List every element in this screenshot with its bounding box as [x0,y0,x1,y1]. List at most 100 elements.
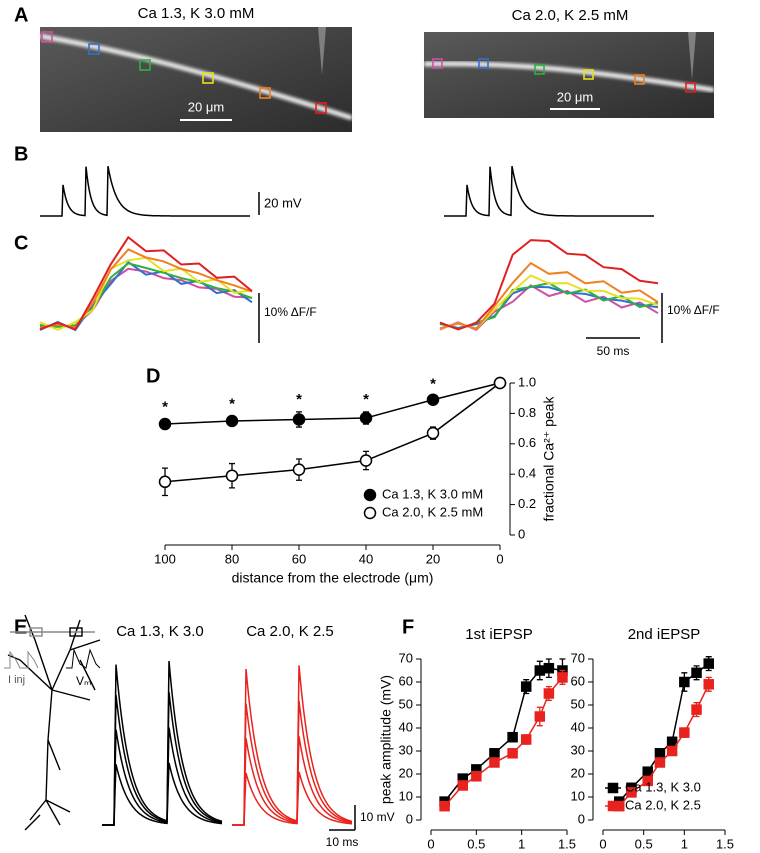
inj-label: I inj [8,674,25,686]
epsp-trace [232,700,353,826]
y-tick-label: 40 [571,719,585,734]
y-tick-label: 60 [571,673,585,688]
y-tick-label: 0.2 [518,496,536,511]
marker [158,475,172,489]
marker [225,469,239,482]
marker [703,679,714,690]
y-axis-label: peak amplitude (mV) [378,675,394,804]
panel-title: Ca 1.3, K 3.0 [116,623,204,640]
epsp-trace [232,665,353,826]
marker [642,775,653,787]
scale-label: 20 μm [188,99,224,114]
y-tick-label: 0 [406,811,413,826]
calcium-trace [439,261,659,330]
marker [426,426,440,440]
epsp-trace [232,771,353,826]
marker [426,393,440,406]
x-tick-label: 80 [225,551,239,566]
y-tick-label: 20 [399,765,413,780]
calcium-trace [39,235,253,331]
epsp-trace [102,691,223,826]
marker [507,748,518,759]
marker [534,711,546,722]
marker [359,454,373,467]
series-line [164,382,501,425]
electrode [688,32,696,80]
epsp-trace [232,736,353,826]
y-tick-label: 70 [399,650,413,665]
marker [471,771,482,782]
calcium-trace [439,285,659,330]
scale-label: 10 mV [360,810,395,824]
calcium-trace [439,239,659,331]
scale-label: 10 ms [326,835,359,849]
inj-trace [4,650,39,669]
x-tick-label: 0.5 [635,836,653,851]
chart-title: 1st iEPSP [465,626,533,643]
marker [679,727,690,738]
scale-label: 10% ΔF/F [264,305,317,319]
epsp-trace [102,762,223,826]
x-tick-label: 60 [292,551,306,566]
y-tick-label: 60 [399,673,413,688]
marker [292,463,306,476]
panel-title: Ca 2.0, K 2.5 [246,623,334,640]
electrode [318,27,326,75]
x-tick-label: 1.5 [558,836,576,851]
y-tick-label: 70 [571,650,585,665]
marker [507,731,518,743]
y-tick-label: 0.8 [518,405,536,420]
x-tick-label: 1.5 [716,836,734,851]
y-axis-label: fractional Ca²⁺ peak [541,396,557,522]
x-tick-label: 100 [154,551,176,566]
panel-title: Ca 1.3, K 3.0 mM [138,5,255,22]
marker [457,780,468,791]
marker [679,676,690,688]
legend-marker [363,506,377,520]
y-tick-label: 50 [571,696,585,711]
y-tick-label: 10 [571,788,585,803]
y-tick-label: 0 [578,811,585,826]
marker [626,787,637,798]
x-tick-label: 40 [359,551,373,566]
y-tick-label: 50 [399,696,413,711]
dendrite [39,33,353,121]
scale-label: 20 μm [557,89,593,104]
panel-title: Ca 2.0, K 2.5 mM [512,7,629,24]
x-tick-label: 0 [496,551,503,566]
panel-label: A [14,4,28,26]
calcium-trace [439,284,659,331]
significance-label: * [363,391,369,408]
marker [292,413,306,426]
x-tick-label: 1 [518,836,525,851]
marker [489,757,500,768]
x-tick-label: 20 [426,551,440,566]
y-tick-label: 40 [399,719,413,734]
vm-trace [66,648,101,669]
panel-label: E [14,616,27,638]
marker [489,748,500,759]
legend-marker [363,488,377,502]
y-tick-label: 0.4 [518,466,536,481]
marker [703,658,714,669]
marker [691,704,702,715]
y-tick-label: 30 [399,742,413,757]
x-axis-label: distance from the electrode (μm) [232,570,434,586]
x-tick-label: 0.5 [467,836,485,851]
legend-label: Ca 1.3, K 3.0 [625,779,701,794]
legend-marker [607,800,619,812]
micrograph [424,32,714,118]
y-tick-label: 30 [571,742,585,757]
significance-label: * [430,376,436,393]
y-tick-label: 0 [518,526,525,541]
voltage-trace [40,166,250,217]
marker [439,800,450,812]
marker [158,417,172,431]
scale-label: 20 mV [264,195,302,210]
series-line [164,382,501,483]
significance-label: * [296,391,302,408]
significance-label: * [229,395,235,412]
marker [654,757,666,768]
